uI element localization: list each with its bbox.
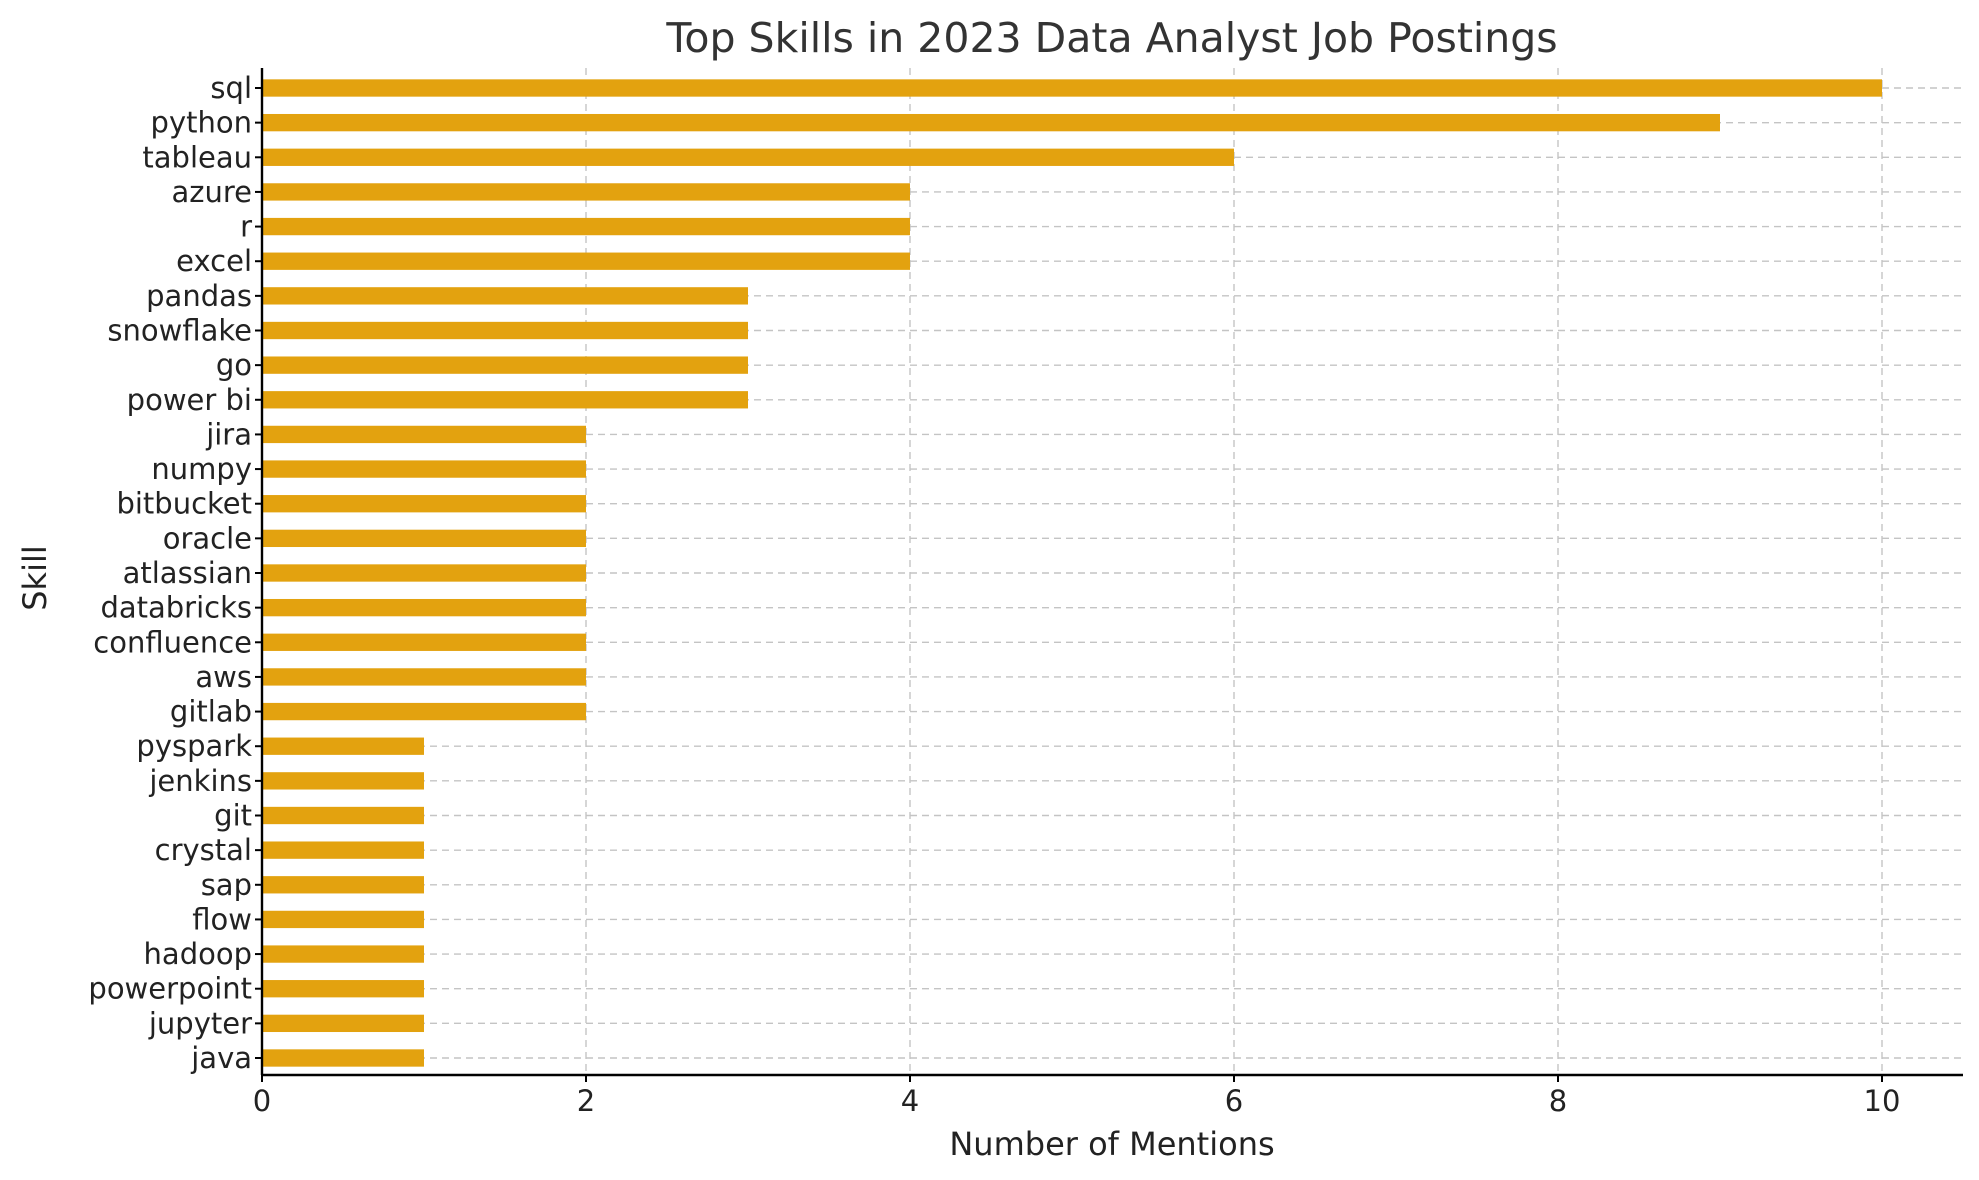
x-axis-label: Number of Mentions xyxy=(949,1125,1274,1163)
bars xyxy=(262,79,1882,1067)
bar-oracle xyxy=(262,529,586,548)
grid-lines xyxy=(262,68,1963,1075)
y-tick-label: java xyxy=(190,1041,252,1075)
bar-bitbucket xyxy=(262,495,586,513)
bar-numpy xyxy=(262,460,586,478)
bar-crystal xyxy=(262,841,424,859)
bar-atlassian xyxy=(262,564,586,582)
y-tick-label: oracle xyxy=(163,521,252,555)
y-tick-label: numpy xyxy=(151,452,252,486)
bar-gitlab xyxy=(262,702,586,721)
y-tick-label: atlassian xyxy=(123,556,252,590)
bar-go xyxy=(262,356,748,374)
y-tick-label: excel xyxy=(176,244,252,278)
y-tick-label: gitlab xyxy=(170,695,252,729)
bar-flow xyxy=(262,910,424,929)
y-tick-label: pandas xyxy=(146,279,252,313)
bar-databricks xyxy=(262,598,586,617)
axes xyxy=(255,68,1963,1082)
x-tick-label: 2 xyxy=(577,1084,595,1118)
y-tick-label: crystal xyxy=(155,833,252,867)
tick-labels: sqlpythontableauazurerexcelpandassnowfla… xyxy=(88,71,1900,1118)
bar-snowflake xyxy=(262,321,748,340)
chart-title: Top Skills in 2023 Data Analyst Job Post… xyxy=(665,14,1557,62)
bar-tableau xyxy=(262,148,1234,166)
bar-jupyter xyxy=(262,1014,424,1033)
y-tick-label: jupyter xyxy=(148,1006,252,1040)
y-tick-label: flow xyxy=(192,902,252,936)
bar-azure xyxy=(262,183,910,201)
x-tick-label: 0 xyxy=(253,1084,271,1118)
y-tick-label: go xyxy=(216,348,252,382)
bar-pandas xyxy=(262,287,748,305)
bar-excel xyxy=(262,252,910,270)
bar-java xyxy=(262,1049,424,1067)
y-tick-label: jenkins xyxy=(148,764,252,798)
bar-git xyxy=(262,806,424,825)
bar-r xyxy=(262,217,910,236)
y-tick-label: jira xyxy=(205,417,252,451)
bar-hadoop xyxy=(262,945,424,963)
bar-confluence xyxy=(262,633,586,651)
y-tick-label: power bi xyxy=(127,383,252,417)
x-tick-label: 10 xyxy=(1864,1084,1901,1118)
y-tick-label: azure xyxy=(171,175,252,209)
y-tick-label: snowflake xyxy=(107,314,252,348)
y-tick-label: hadoop xyxy=(144,937,252,971)
y-tick-label: sql xyxy=(210,71,252,105)
y-axis-label: Skill xyxy=(16,545,54,611)
bar-python xyxy=(262,113,1720,132)
y-tick-label: databricks xyxy=(100,591,252,625)
y-tick-label: r xyxy=(240,210,252,244)
y-tick-label: confluence xyxy=(93,625,252,659)
y-tick-label: powerpoint xyxy=(88,972,252,1006)
bar-pyspark xyxy=(262,737,424,755)
bar-sql xyxy=(262,79,1882,97)
bar-jira xyxy=(262,425,586,444)
bar-aws xyxy=(262,668,586,686)
y-tick-label: bitbucket xyxy=(116,487,252,521)
bar-power-bi xyxy=(262,391,748,409)
x-tick-label: 4 xyxy=(901,1084,919,1118)
y-tick-label: pyspark xyxy=(136,729,252,763)
y-tick-label: aws xyxy=(195,660,252,694)
y-tick-label: sap xyxy=(201,868,252,902)
bar-jenkins xyxy=(262,772,424,790)
y-tick-label: python xyxy=(151,106,252,140)
x-tick-label: 8 xyxy=(1549,1084,1567,1118)
bar-sap xyxy=(262,876,424,894)
y-tick-label: tableau xyxy=(142,140,252,174)
bar-powerpoint xyxy=(262,980,424,998)
x-tick-label: 6 xyxy=(1225,1084,1243,1118)
y-tick-label: git xyxy=(214,799,252,833)
